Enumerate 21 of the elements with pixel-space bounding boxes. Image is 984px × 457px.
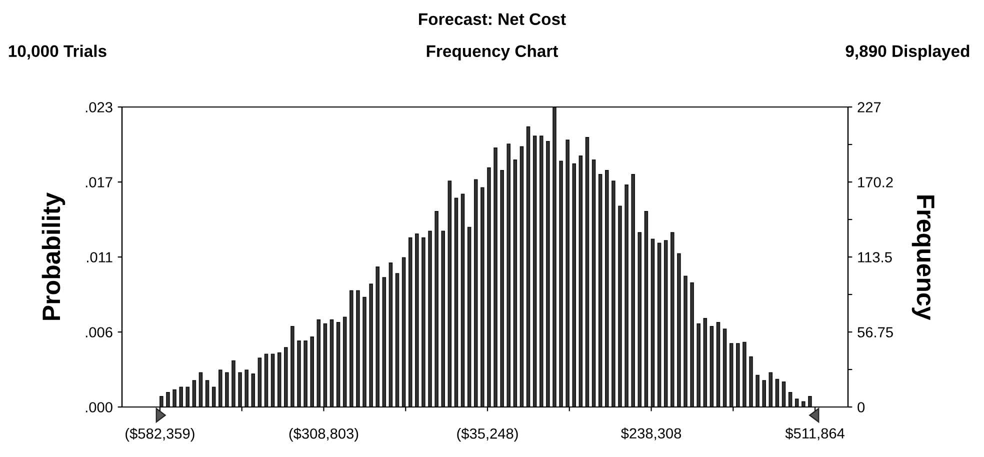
y2-tick-label: 113.5 <box>858 252 892 262</box>
y-tick-label: .011 <box>87 252 112 262</box>
chart-title: Forecast: Net Cost <box>419 13 566 26</box>
y2-tick-label: 170.2 <box>858 177 893 188</box>
x-tick-label: ($308,803) <box>289 428 358 442</box>
x-tick-label: ($582,359) <box>126 428 194 442</box>
y-tick-label: .000 <box>86 402 112 412</box>
chart-subtitle: Frequency Chart <box>426 44 558 60</box>
x-tick-label: $511,864 <box>785 428 844 440</box>
y-tick-label: .017 <box>86 177 112 188</box>
x-tick-label: ($35,248) <box>457 428 518 442</box>
y2-tick-label: 0 <box>858 402 865 412</box>
text: 10,000 Trials <box>8 44 106 60</box>
y2-tick-label: 56.75 <box>858 327 893 338</box>
y2-tick-label: 227 <box>858 102 881 112</box>
y2-axis-title: Frequency <box>912 195 934 320</box>
y-tick-label: .006 <box>86 327 112 338</box>
text: 9,890 Displayed <box>846 44 970 60</box>
x-tick-label: $238,308 <box>621 428 682 440</box>
y-tick-label: .023 <box>86 102 112 112</box>
y-axis-title: Probability <box>42 192 66 320</box>
